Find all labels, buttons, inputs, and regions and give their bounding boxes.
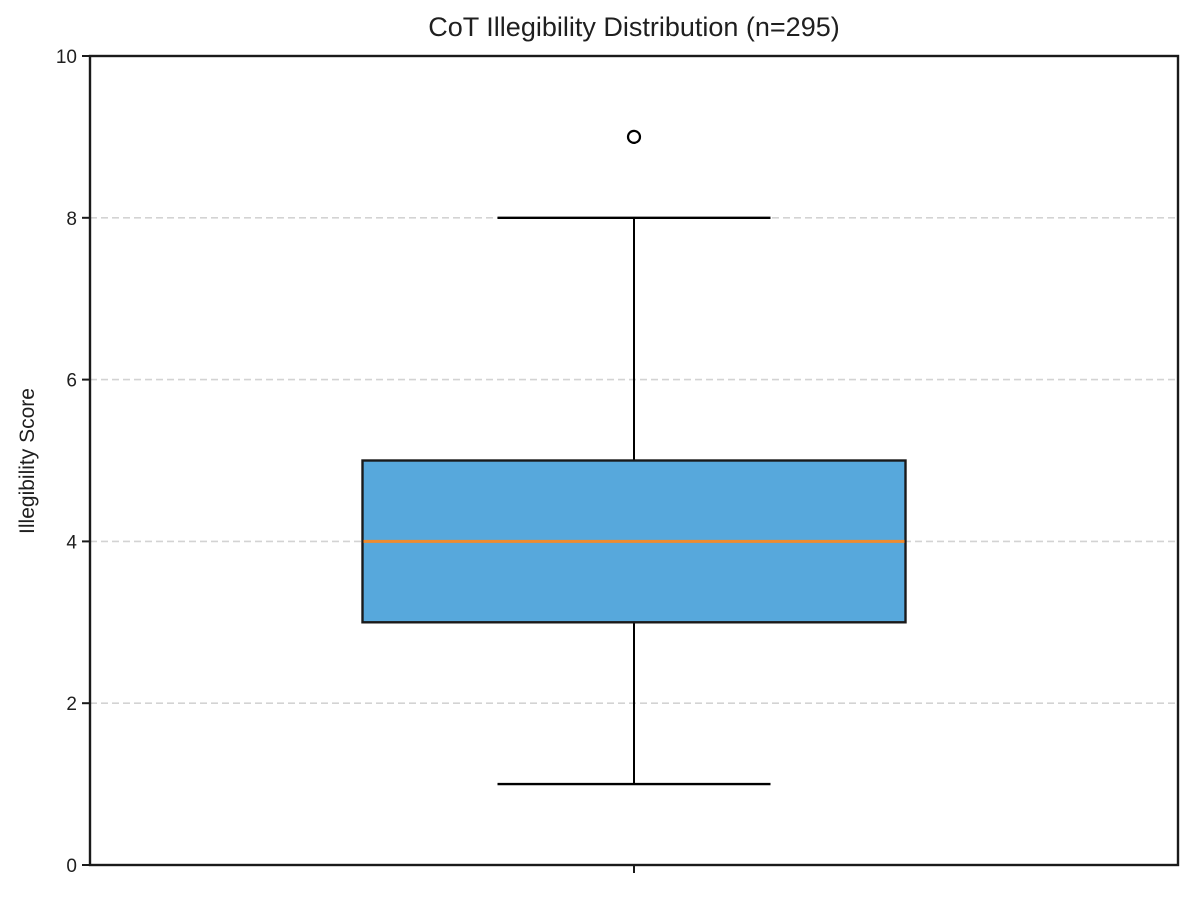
y-tick-label: 8 — [66, 209, 77, 230]
y-tick-label: 6 — [66, 371, 77, 392]
y-tick-label: 4 — [66, 532, 77, 553]
outlier-point — [626, 129, 642, 144]
y-axis-label: Illegibility Score — [16, 388, 39, 534]
axes — [82, 54, 1180, 873]
chart-title: CoT Illegibility Distribution (n=295) — [428, 12, 839, 42]
y-tick-label: 0 — [66, 856, 77, 877]
box-series — [361, 129, 907, 786]
y-tick-label: 2 — [66, 694, 77, 715]
y-tick-label: 10 — [56, 47, 77, 68]
y-tick-labels: 0 2 4 6 8 10 — [56, 47, 78, 877]
